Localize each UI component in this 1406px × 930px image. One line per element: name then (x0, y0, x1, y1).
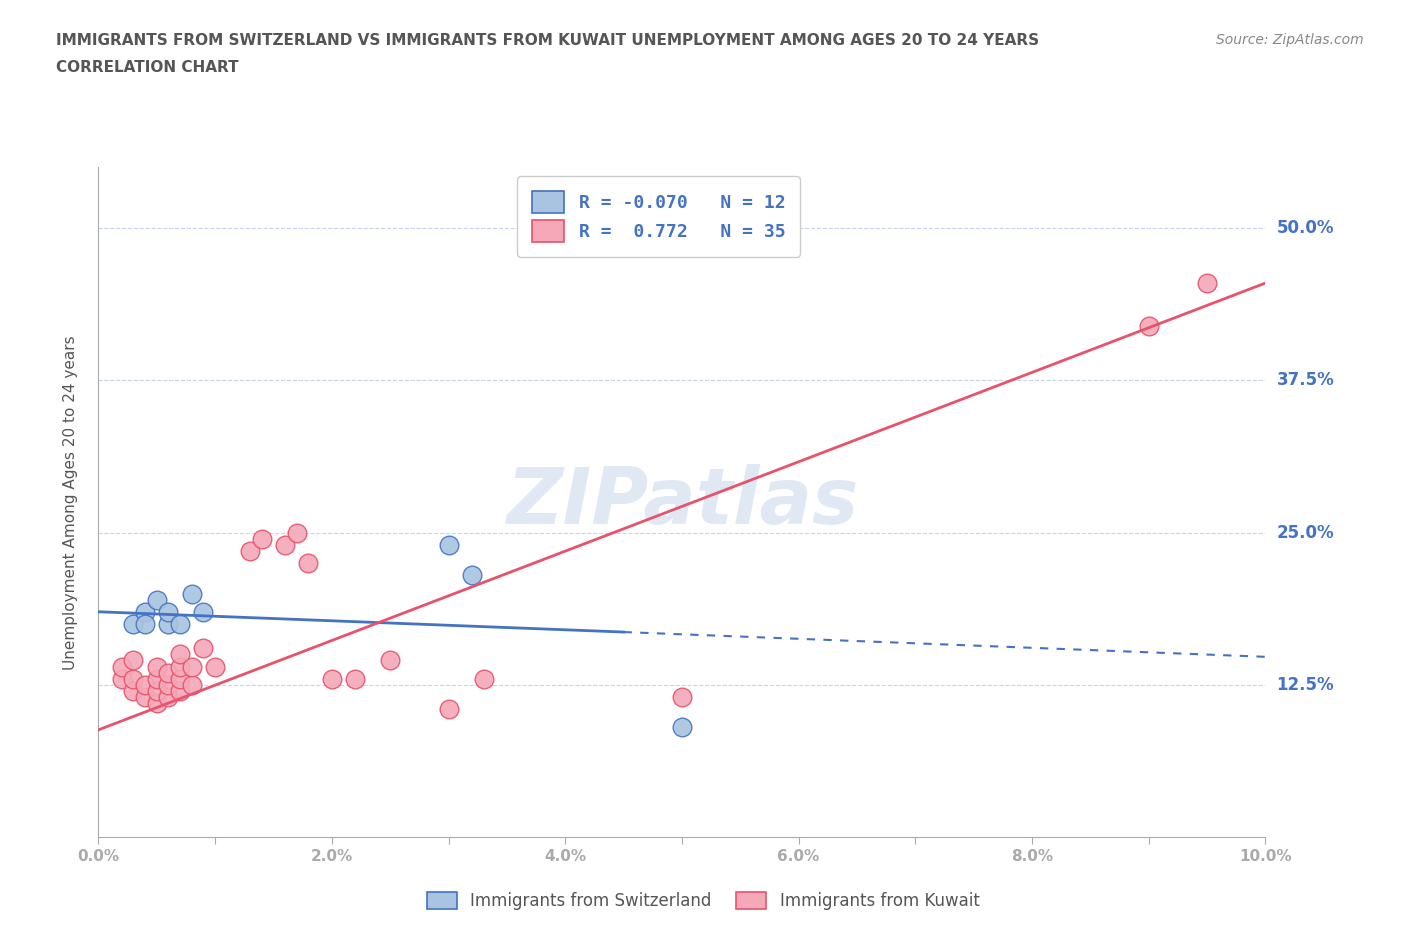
Point (122, 617, 145, 631)
Point (157, 665, 180, 680)
Text: 50.0%: 50.0% (1277, 219, 1334, 237)
Legend: R = -0.070   N = 12, R =  0.772   N = 35: R = -0.070 N = 12, R = 0.772 N = 35 (517, 177, 800, 257)
Point (180, 677, 202, 692)
Point (169, 671, 191, 686)
Point (169, 684, 191, 698)
Point (169, 617, 191, 631)
Point (250, 531, 273, 546)
Point (111, 671, 134, 686)
Point (169, 659, 191, 674)
Text: ZIPatlas: ZIPatlas (506, 464, 858, 540)
Point (461, 568, 484, 583)
Point (180, 659, 202, 674)
Point (122, 671, 145, 686)
Text: Source: ZipAtlas.com: Source: ZipAtlas.com (1216, 33, 1364, 46)
Point (437, 702, 460, 717)
Point (157, 677, 180, 692)
Point (134, 617, 156, 631)
Point (169, 647, 191, 662)
Point (157, 617, 180, 631)
Point (437, 538, 460, 552)
Point (321, 671, 343, 686)
Point (134, 604, 156, 619)
Point (157, 604, 180, 619)
Legend: Immigrants from Switzerland, Immigrants from Kuwait: Immigrants from Switzerland, Immigrants … (420, 885, 986, 917)
Point (671, 689, 693, 704)
Point (146, 659, 169, 674)
Point (1195, 275, 1218, 290)
Text: 12.5%: 12.5% (1277, 676, 1334, 694)
Point (472, 671, 495, 686)
Text: IMMIGRANTS FROM SWITZERLAND VS IMMIGRANTS FROM KUWAIT UNEMPLOYMENT AMONG AGES 20: IMMIGRANTS FROM SWITZERLAND VS IMMIGRANT… (56, 33, 1039, 47)
Point (180, 586, 202, 601)
Point (111, 659, 134, 674)
Point (122, 684, 145, 698)
Point (378, 653, 402, 668)
Point (1137, 318, 1160, 333)
Point (274, 538, 297, 552)
Text: 37.5%: 37.5% (1277, 371, 1334, 390)
Point (146, 671, 169, 686)
Point (239, 543, 262, 558)
Point (193, 641, 215, 656)
Point (204, 659, 226, 674)
Y-axis label: Unemployment Among Ages 20 to 24 years: Unemployment Among Ages 20 to 24 years (63, 335, 77, 670)
Point (297, 555, 319, 570)
Text: 25.0%: 25.0% (1277, 524, 1334, 541)
Point (671, 720, 693, 735)
Point (146, 684, 169, 698)
Point (134, 677, 156, 692)
Point (146, 592, 169, 607)
Point (146, 696, 169, 711)
Point (122, 653, 145, 668)
Point (193, 604, 215, 619)
Point (157, 689, 180, 704)
Point (285, 525, 308, 540)
Text: CORRELATION CHART: CORRELATION CHART (56, 60, 239, 75)
Point (134, 689, 156, 704)
Point (344, 671, 367, 686)
